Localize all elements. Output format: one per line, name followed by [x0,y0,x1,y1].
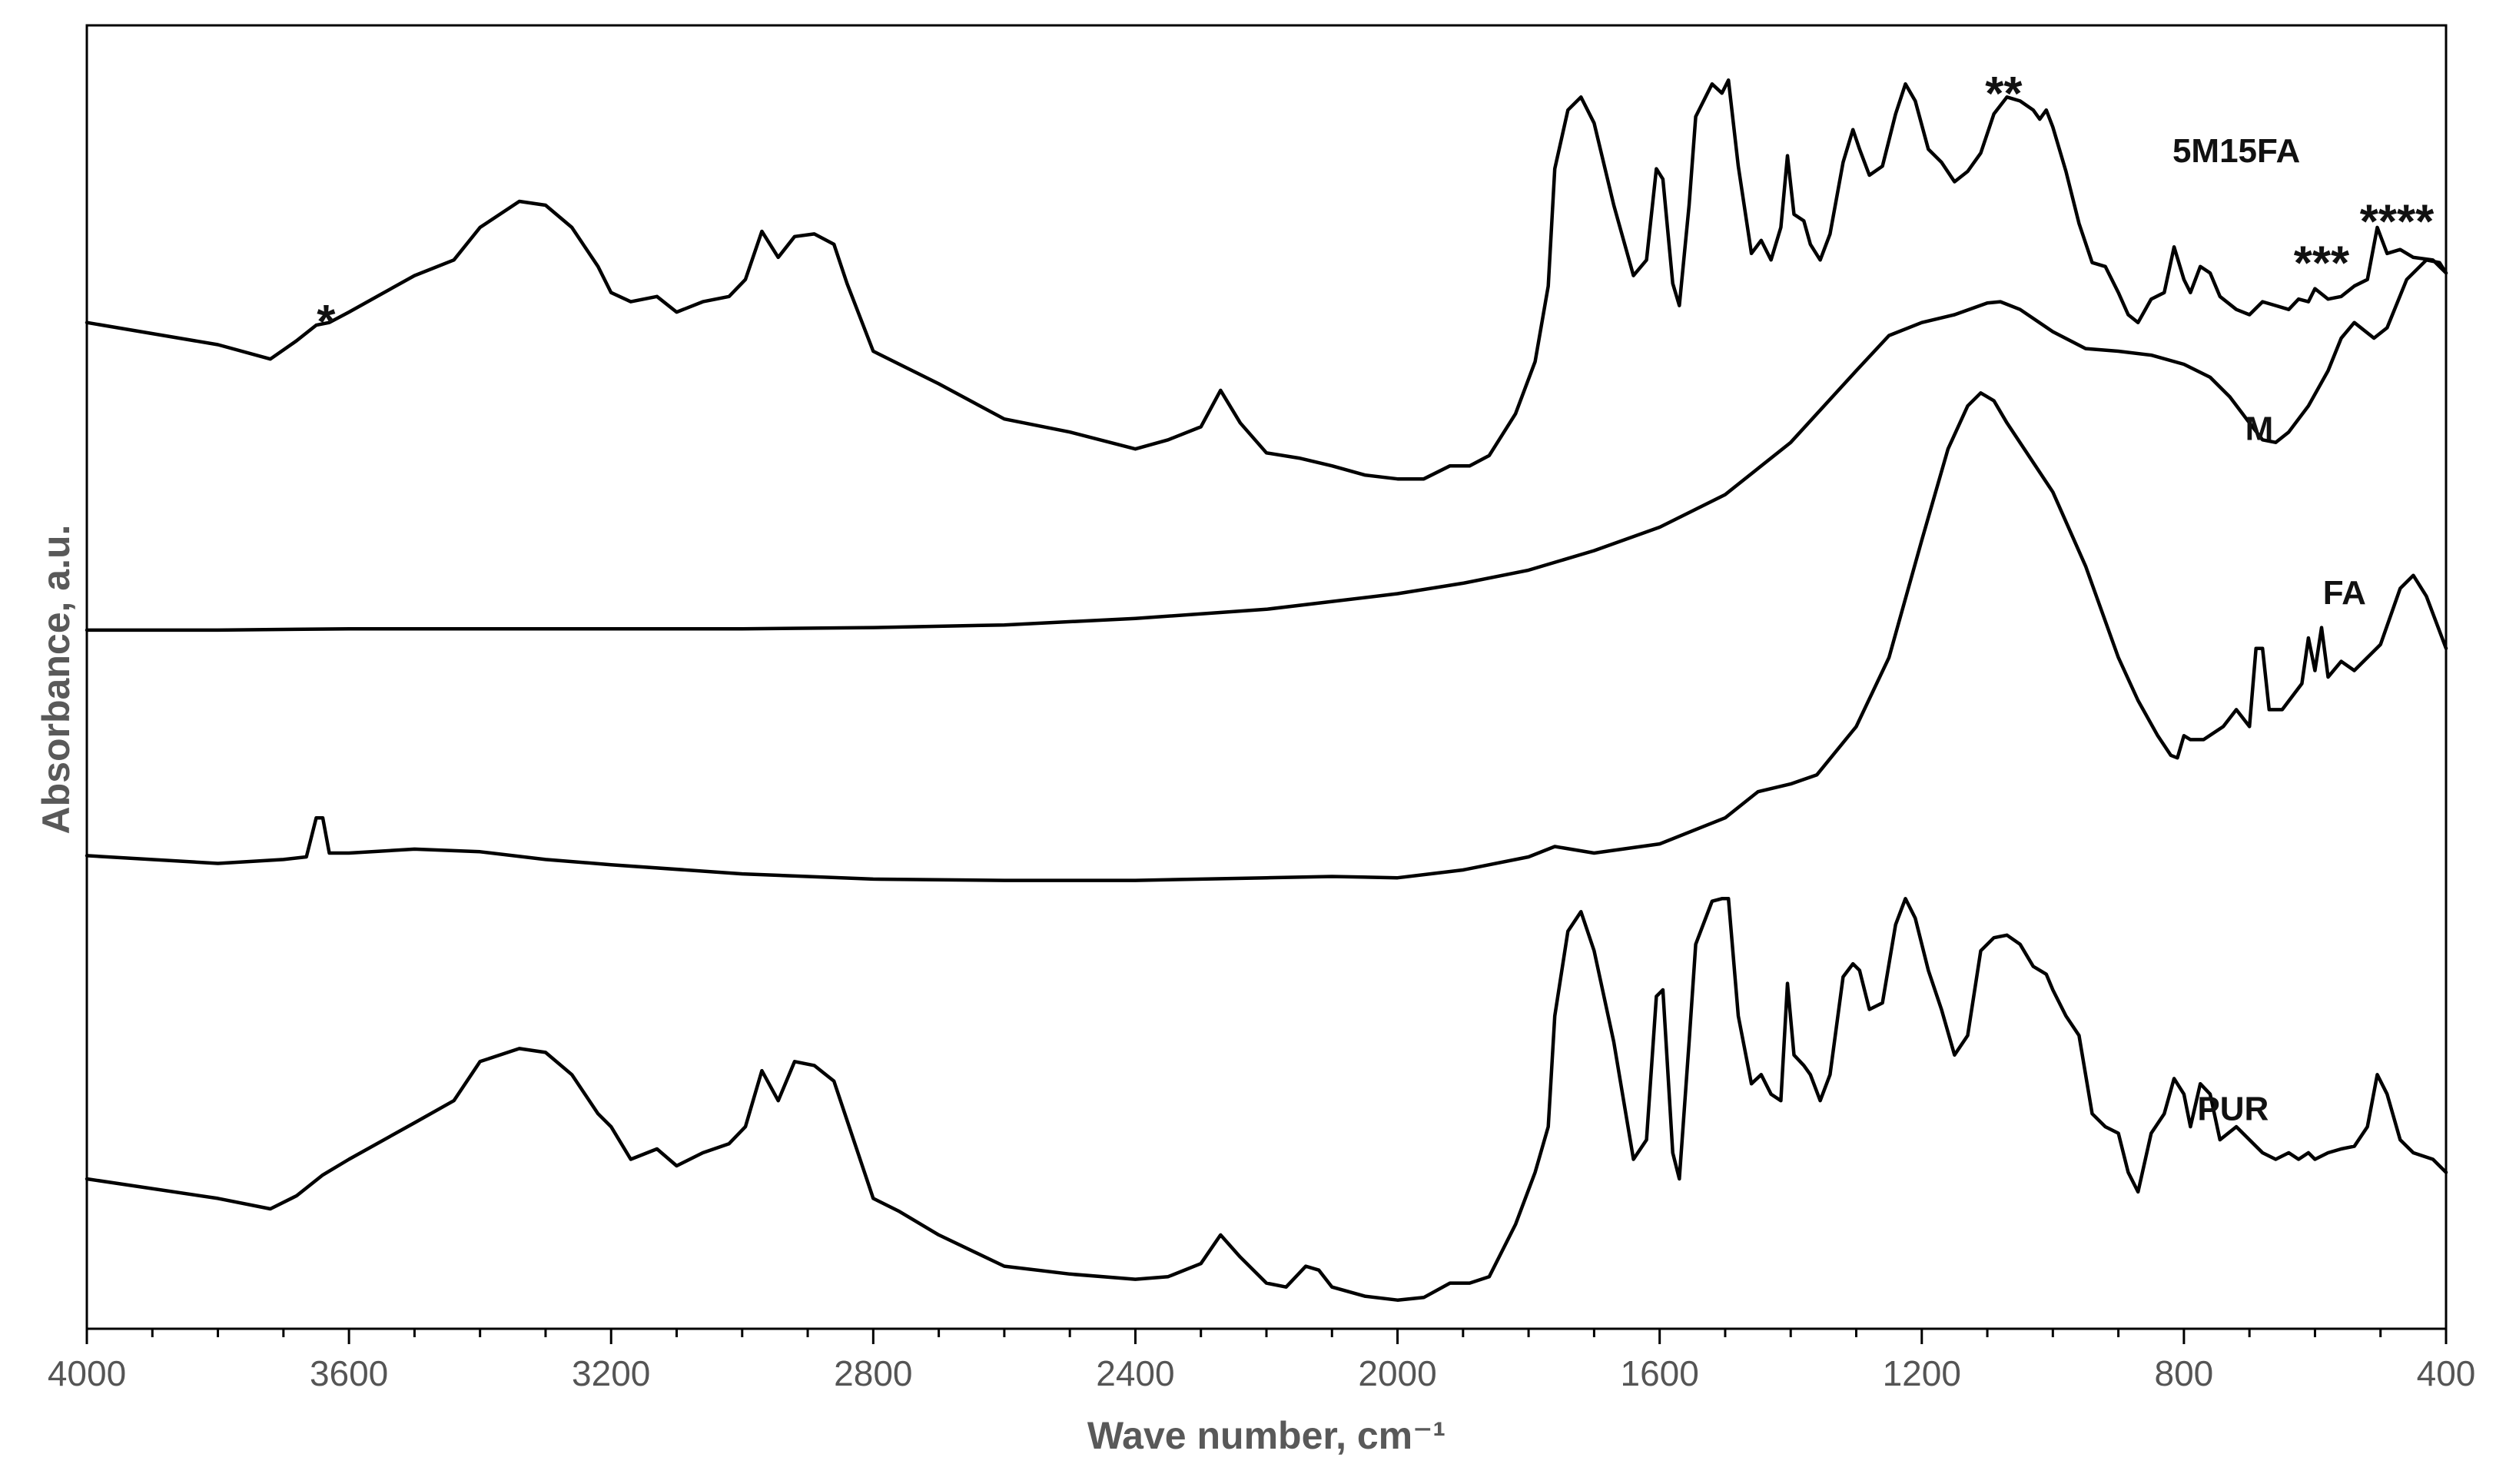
peak-annotation: * [317,296,336,349]
x-tick-label: 2000 [1358,1353,1436,1393]
plot-frame [85,24,2448,1330]
y-axis-title: Absorbance, a.u. [35,525,78,835]
x-tick-label: 1600 [1620,1353,1698,1393]
x-tick-label: 2400 [1096,1353,1174,1393]
series-label-m: M [2245,410,2274,447]
series-line-fa [85,391,2448,882]
x-tick-label: 1200 [1883,1353,1961,1393]
series-line-m [85,258,2448,632]
peak-annotation: *** [2294,237,2350,290]
series-line-pur [85,897,2448,1302]
x-axis-ticks: 4000 3600 3200 2800 2400 2000 1600 1200 800 400 [48,1329,2476,1393]
x-tick-label: 3600 [310,1353,388,1393]
x-tick-label: 400 [2417,1353,2476,1393]
series-labels: 5M15FA M FA PUR [2172,132,2366,1128]
series-label-fa: FA [2323,574,2366,612]
x-tick-label: 4000 [48,1353,126,1393]
series-label-5m15fa: 5M15FA [2172,132,2300,170]
x-tick-label: 2800 [834,1353,912,1393]
series-layer [85,78,2448,1302]
x-tick-label: 3200 [572,1353,650,1393]
series-label-pur: PUR [2197,1091,2269,1128]
annotations: ********** [317,68,2435,349]
peak-annotation: ** [1985,68,2023,121]
series-line-5m15fa [85,78,2448,481]
x-tick-label: 800 [2155,1353,2214,1393]
x-axis-title: Wave number, cm⁻¹ [1087,1414,1445,1457]
peak-annotation: **** [2360,195,2435,248]
